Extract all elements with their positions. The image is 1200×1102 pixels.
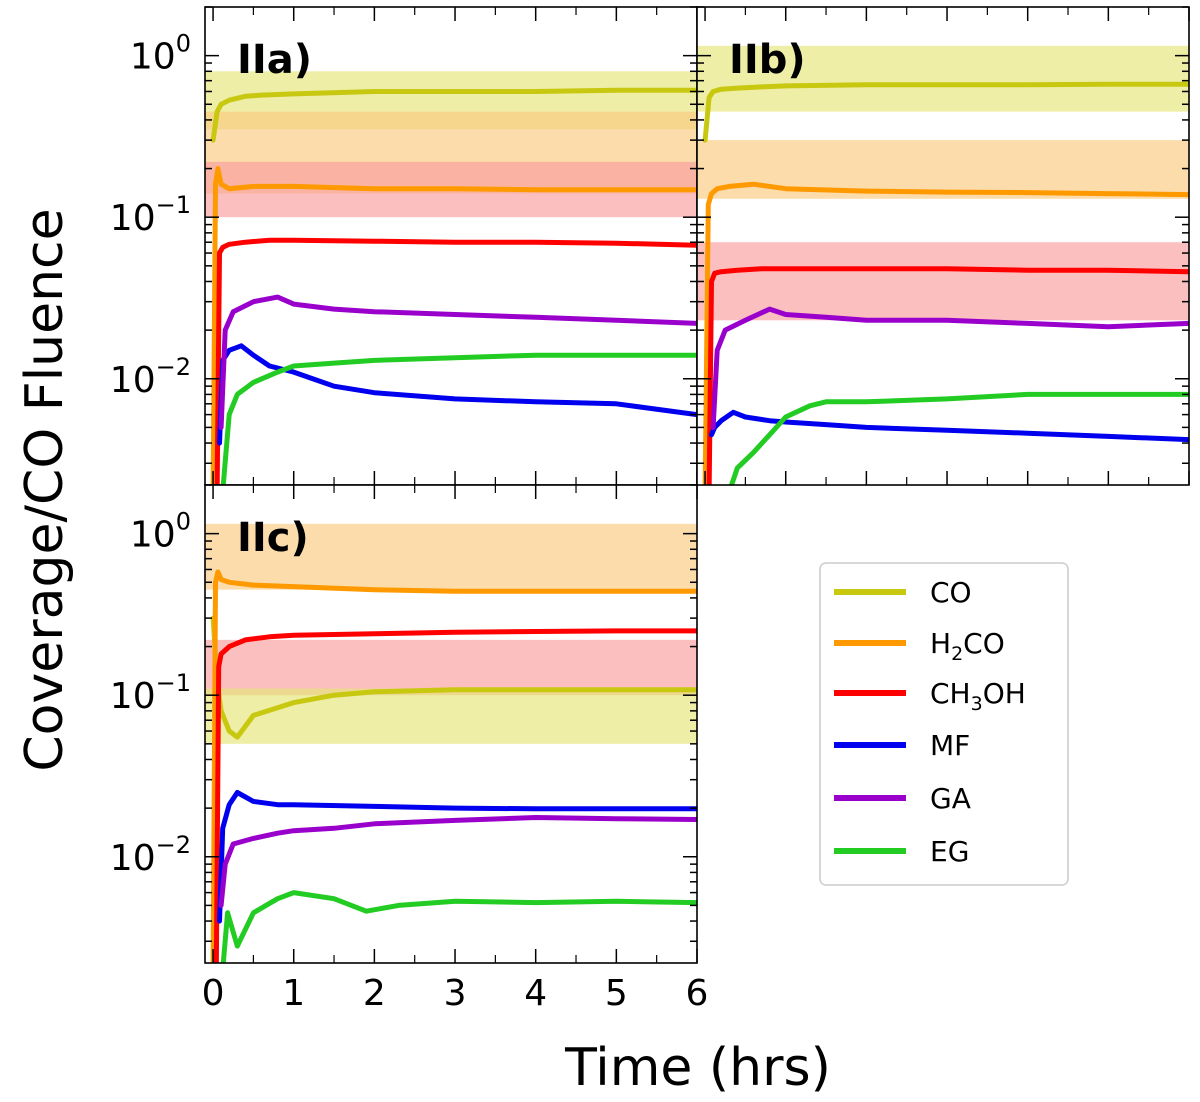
legend-label-ch3oh: CH3OH: [930, 677, 1026, 715]
panel-iic: 100 10−1 10−2 0 1 2 3 4 5 6 IIc): [110, 484, 709, 1014]
legend-label-co: CO: [930, 576, 972, 609]
series-line-mf: [217, 343, 697, 446]
band-ch3oh: [697, 242, 1189, 321]
y-tick-label: 100: [130, 30, 191, 78]
series-line-ga: [710, 306, 1189, 430]
plot-content: [205, 71, 697, 485]
y-tick-label: 10−1: [110, 191, 191, 239]
series-line-ch3oh: [214, 237, 697, 485]
legend-label-eg: EG: [930, 835, 969, 868]
series-line-h2co: [210, 569, 697, 963]
y-tick-label: 100: [130, 508, 191, 556]
series-line-co: [210, 87, 697, 143]
x-tick-label: 6: [686, 973, 709, 1014]
series-line-mf: [217, 790, 697, 924]
x-axis-title: Time (hrs): [564, 1038, 831, 1098]
legend-label-mf: MF: [930, 729, 970, 762]
legend-entry-h2co: H2CO: [834, 627, 1005, 665]
legend-label-ga: GA: [930, 782, 971, 815]
series-line-co: [210, 615, 697, 740]
band-co: [697, 45, 1189, 112]
panel-iib: IIb): [696, 6, 1190, 486]
series-line-ch3oh: [213, 628, 697, 963]
plot-content: [697, 45, 1189, 485]
y-axis-title: Coverage/CO Fluence: [15, 208, 75, 771]
legend-entry-co: CO: [834, 576, 972, 609]
panel-label: IIb): [729, 37, 806, 83]
legend-entry-ga: GA: [834, 782, 971, 815]
legend-entry-eg: EG: [834, 835, 969, 868]
series-line-ga: [218, 815, 697, 908]
plot-content: [205, 523, 697, 963]
band-co: [205, 688, 697, 744]
legend-entry-ch3oh: CH3OH: [834, 677, 1026, 715]
panel-frame: [204, 484, 698, 964]
band-ch3oh: [205, 639, 697, 696]
x-tick-label: 5: [605, 973, 628, 1014]
x-tick-label: 4: [524, 973, 547, 1014]
panel-frame: [696, 6, 1190, 486]
panel-label: IIa): [237, 37, 312, 83]
legend-label-h2co: H2CO: [930, 627, 1005, 665]
x-tick-label: 1: [282, 973, 305, 1014]
x-tick-label: 0: [202, 973, 225, 1014]
panel-label: IIc): [237, 515, 309, 561]
series-line-eg: [220, 352, 697, 485]
series-line-mf: [709, 409, 1189, 443]
series-line-co: [702, 81, 1189, 143]
band-h2co: [205, 523, 697, 590]
x-tick-label: 3: [444, 973, 467, 1014]
series-line-h2co: [210, 166, 697, 485]
legend-entry-mf: MF: [834, 729, 970, 762]
y-tick-label: 10−2: [110, 353, 191, 401]
series-line-h2co: [702, 181, 1189, 485]
y-tick-label: 10−2: [110, 831, 191, 879]
series-line-ga: [218, 294, 697, 430]
x-tick-label: 2: [363, 973, 386, 1014]
series-line-ch3oh: [706, 266, 1189, 485]
panel-iia: 100 10−1 10−2 IIa): [110, 6, 698, 486]
series-line-eg: [220, 890, 697, 963]
series-line-eg: [728, 391, 1189, 485]
legend: CO H2CO CH3OH MF GA EG: [819, 562, 1069, 886]
y-tick-label: 10−1: [110, 669, 191, 717]
